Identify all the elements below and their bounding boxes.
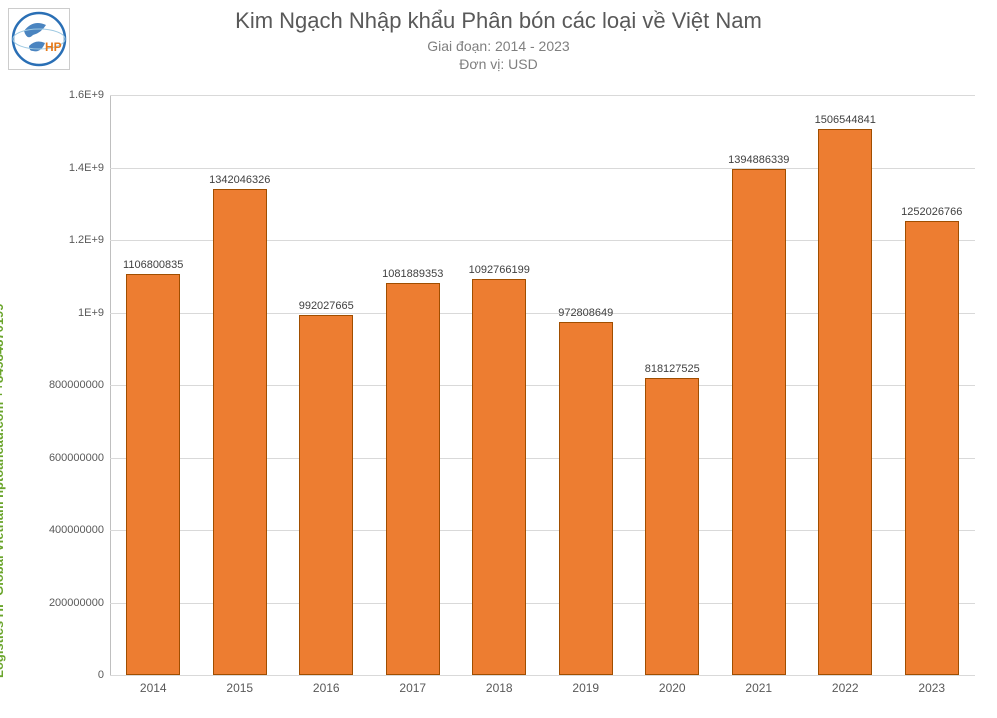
bar-value-label: 972808649 [558,307,613,319]
x-tick-label: 2016 [313,681,340,695]
x-tick-label: 2015 [226,681,253,695]
y-tick-label: 1.2E+9 [69,234,104,246]
bar-value-label: 1506544841 [815,114,876,126]
bar-value-label: 1394886339 [728,154,789,166]
bar-value-label: 1092766199 [469,264,530,276]
y-tick-label: 800000000 [49,379,104,391]
bar: 1342046326 [213,189,267,675]
bar: 972808649 [559,322,613,675]
chart-header: Kim Ngạch Nhập khẩu Phân bón các loại về… [0,8,997,72]
x-tick-label: 2021 [745,681,772,695]
y-tick-label: 1E+9 [78,307,104,319]
y-tick-label: 0 [98,669,104,681]
bar: 1252026766 [905,221,959,675]
x-tick-label: 2018 [486,681,513,695]
y-tick-label: 400000000 [49,524,104,536]
gridline [110,675,975,676]
x-tick-label: 2022 [832,681,859,695]
x-tick-label: 2019 [572,681,599,695]
bar-value-label: 1081889353 [382,268,443,280]
chart-plot-area: 02000000004000000006000000008000000001E+… [110,95,975,675]
gridline [110,95,975,96]
bar-value-label: 992027665 [299,300,354,312]
bar: 1106800835 [126,274,180,675]
chart-title: Kim Ngạch Nhập khẩu Phân bón các loại về… [0,8,997,34]
x-tick-label: 2023 [918,681,945,695]
bar: 1092766199 [472,279,526,675]
chart-subtitle: Giai đoạn: 2014 - 2023 [0,38,997,54]
y-tick-label: 1.4E+9 [69,162,104,174]
x-tick-label: 2020 [659,681,686,695]
y-tick-label: 600000000 [49,452,104,464]
x-tick-label: 2017 [399,681,426,695]
y-tick-label: 200000000 [49,597,104,609]
bar: 1394886339 [732,169,786,675]
bar: 1081889353 [386,283,440,675]
bar-value-label: 1106800835 [123,259,183,271]
chart-unit: Đơn vị: USD [0,56,997,72]
side-watermark: Logistics HP Global Vietnam hptoancau.co… [0,303,6,678]
bar-value-label: 1252026766 [901,206,962,218]
bar: 1506544841 [818,129,872,675]
x-tick-label: 2014 [140,681,167,695]
bar-value-label: 818127525 [645,363,700,375]
y-tick-label: 1.6E+9 [69,89,104,101]
bar: 818127525 [645,378,699,675]
bar: 992027665 [299,315,353,675]
bar-value-label: 1342046326 [209,174,270,186]
